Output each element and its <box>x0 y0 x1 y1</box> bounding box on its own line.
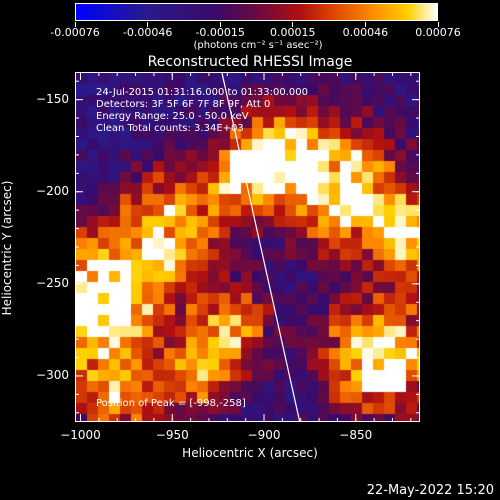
colorbar-tick-label: 0.00046 <box>342 26 389 39</box>
colorbar-tick <box>147 22 149 27</box>
rhessi-image-panel: 24-Jul-2015 01:31:16.000 to 01:33:00.000… <box>75 72 420 422</box>
heatmap-image <box>76 73 419 421</box>
colorbar-tick <box>219 22 221 27</box>
datestamp: 22-May-2022 15:20 <box>366 483 494 498</box>
x-tick-label: −1000 <box>60 428 101 442</box>
colorbar-tick <box>292 22 294 27</box>
colorbar-tick-label: -0.00076 <box>50 26 100 39</box>
y-tick-label: −250 <box>36 275 69 290</box>
info-clean: Clean Total counts: 3.34E+03 <box>96 123 244 134</box>
y-tick-label: −300 <box>36 367 69 382</box>
colorbar-tick-label: 0.00076 <box>415 26 461 39</box>
colorbar-tick-label: 0.00015 <box>270 26 316 39</box>
x-tick-label: −950 <box>155 428 189 442</box>
info-time-range: 24-Jul-2015 01:31:16.000 to 01:33:00.000 <box>96 87 308 98</box>
x-tick-label: −850 <box>339 428 373 442</box>
solar-limb-line <box>221 73 301 421</box>
colorbar-tick <box>74 22 76 27</box>
x-tick-label: −900 <box>247 428 281 442</box>
colorbar-tick <box>364 22 366 27</box>
colorbar-tick-label: -0.00015 <box>195 26 245 39</box>
image-title: Reconstructed RHESSI Image <box>147 54 353 70</box>
x-axis-label: Heliocentric X (arcsec) <box>182 446 318 460</box>
y-tick-label: −150 <box>36 91 69 106</box>
y-tick-label: −200 <box>36 183 69 198</box>
y-axis-label: Heliocentric Y (arcsec) <box>0 180 14 316</box>
colorbar-tick <box>437 22 439 27</box>
info-detectors: Detectors: 3F 5F 6F 7F 8F 9F, Att 0 <box>96 99 271 110</box>
peak-position: Position of Peak = [-998,-258] <box>96 398 246 409</box>
colorbar-tick-label: -0.00046 <box>122 26 173 39</box>
limb-overlay <box>221 73 301 421</box>
colorbar <box>75 3 438 21</box>
colorbar-units: (photons cm⁻² s⁻¹ asec⁻²) <box>193 40 323 51</box>
info-energy: Energy Range: 25.0 - 50.0 keV <box>96 111 249 122</box>
